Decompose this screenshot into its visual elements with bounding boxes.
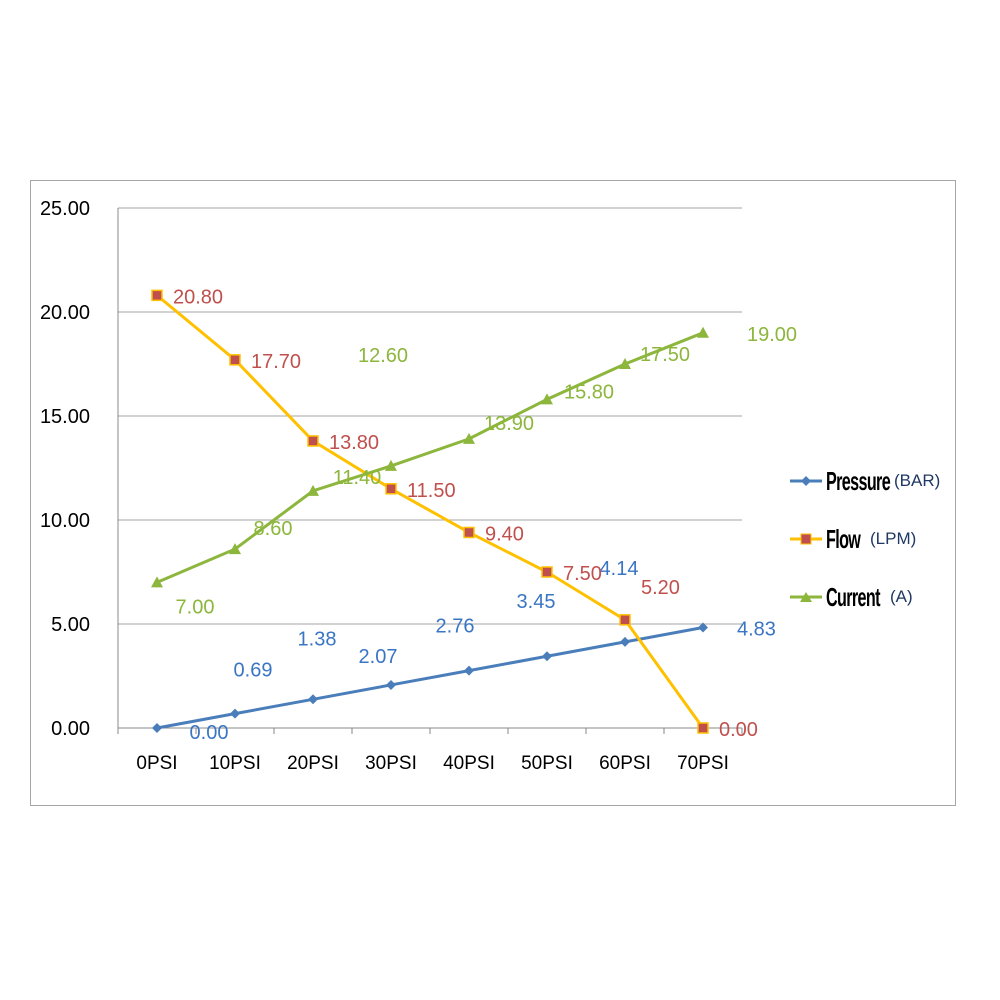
- y-tick-label: 10.00: [40, 510, 90, 532]
- data-label: 0.00: [190, 722, 229, 744]
- legend-item-pressure: Pressure (BAR): [790, 452, 940, 510]
- square-marker-icon: [790, 533, 822, 545]
- data-label: 5.20: [641, 577, 680, 599]
- data-label: 2.76: [436, 616, 475, 638]
- data-label: 9.40: [485, 523, 524, 545]
- data-point: [697, 326, 709, 338]
- series-line-current: [156, 331, 704, 584]
- x-tick-label: 40PSI: [443, 753, 495, 774]
- data-point: [620, 636, 630, 647]
- data-point: [229, 543, 241, 555]
- x-tick-label: 50PSI: [521, 753, 573, 774]
- legend: Pressure (BAR) Flow (LPM) Current (A): [790, 452, 940, 626]
- data-label: 4.14: [600, 558, 639, 580]
- legend-unit: (BAR): [894, 471, 941, 490]
- x-tick-label: 20PSI: [287, 753, 339, 774]
- data-label: 20.80: [173, 286, 223, 308]
- data-label: 11.40: [333, 467, 382, 489]
- data-point: [697, 722, 709, 734]
- data-label: 0.00: [719, 719, 758, 741]
- data-point: [385, 459, 397, 471]
- triangle-marker-icon: [790, 592, 822, 602]
- data-label: 17.50: [640, 344, 690, 366]
- y-tick-label: 0.00: [51, 718, 90, 740]
- y-tick-label: 15.00: [40, 406, 90, 428]
- data-label: 3.45: [517, 591, 556, 613]
- chart-frame: [30, 180, 956, 806]
- data-label: 11.50: [407, 480, 456, 502]
- x-tick-label: 30PSI: [365, 753, 417, 774]
- data-label: 12.60: [358, 345, 408, 367]
- data-point: [464, 665, 474, 676]
- data-point: [230, 708, 240, 719]
- legend-item-current: Current (A): [790, 568, 940, 626]
- legend-unit: (A): [890, 587, 913, 606]
- data-label: 13.80: [329, 432, 379, 454]
- y-tick-label: 25.00: [40, 198, 90, 220]
- data-label: 1.38: [298, 628, 337, 650]
- legend-label: Current: [826, 581, 881, 612]
- data-label: 19.00: [747, 324, 797, 346]
- data-label: 0.69: [234, 660, 273, 682]
- data-point: [463, 526, 475, 539]
- data-point: [151, 576, 163, 588]
- series-line-pressure: [156, 626, 704, 730]
- data-point: [308, 694, 318, 705]
- data-point: [619, 358, 631, 369]
- x-tick-label: 0PSI: [136, 753, 177, 774]
- data-point: [541, 393, 553, 405]
- y-tick-label: 20.00: [40, 302, 90, 324]
- data-label: 7.00: [176, 596, 215, 618]
- legend-unit: (LPM): [870, 529, 917, 548]
- data-point: [463, 432, 475, 444]
- data-point: [619, 614, 631, 626]
- data-point: [698, 622, 708, 633]
- data-point: [541, 566, 553, 578]
- x-tick-label: 60PSI: [599, 753, 651, 774]
- data-point: [307, 484, 319, 496]
- data-label: 17.70: [251, 351, 301, 373]
- data-point: [152, 723, 162, 733]
- series-line-flow: [156, 294, 705, 729]
- legend-label: Pressure: [826, 465, 891, 496]
- data-label: 8.60: [254, 518, 293, 540]
- legend-label: Flow: [826, 523, 861, 554]
- data-label: 13.90: [484, 413, 534, 435]
- legend-item-flow: Flow (LPM): [790, 510, 940, 568]
- data-label: 2.07: [359, 646, 398, 668]
- x-tick-label: 70PSI: [677, 753, 729, 774]
- data-label: 15.80: [564, 381, 614, 403]
- data-point: [151, 289, 163, 302]
- x-tick-label: 10PSI: [209, 753, 261, 774]
- data-point: [385, 483, 397, 495]
- data-point: [229, 354, 241, 366]
- y-tick-label: 5.00: [51, 614, 90, 636]
- data-point: [386, 679, 396, 690]
- data-label: 7.50: [563, 563, 602, 585]
- data-point: [542, 651, 552, 662]
- data-point: [307, 435, 319, 447]
- data-label: 4.83: [737, 619, 776, 641]
- diamond-marker-icon: [790, 476, 822, 486]
